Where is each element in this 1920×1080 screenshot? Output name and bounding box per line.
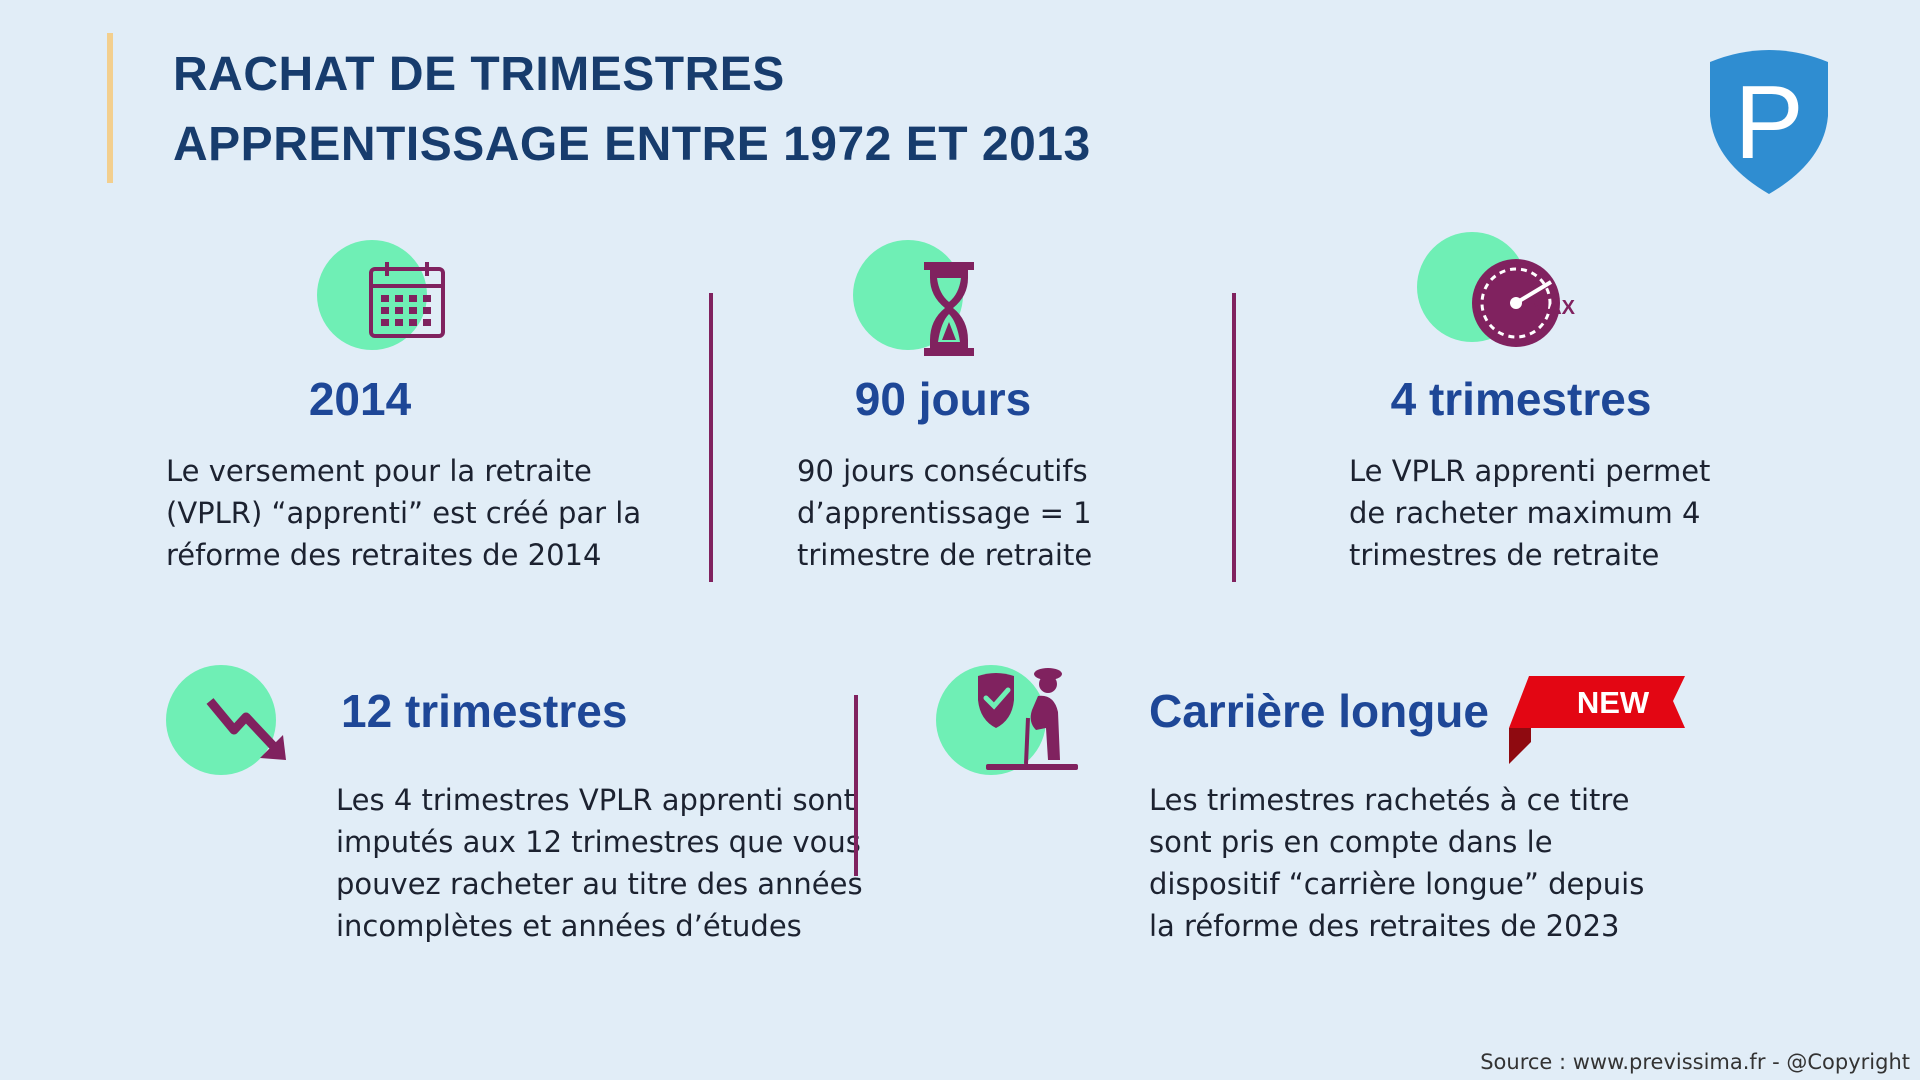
card-heading-90-jours: 90 jours: [854, 373, 1032, 425]
down-trend-arrow-icon: [166, 664, 286, 784]
hourglass-icon: [852, 238, 974, 358]
speedometer-max-icon: MAX: [1415, 230, 1576, 350]
divider-line: [1232, 293, 1236, 582]
card-heading-4-trimestres: 4 trimestres: [1390, 373, 1652, 425]
divider-line: [854, 695, 858, 876]
logo-letter: P: [1734, 65, 1803, 181]
title-line-1: RACHAT DE TRIMESTRES: [173, 48, 785, 101]
description-line: Les trimestres rachetés à ce titre: [1149, 783, 1630, 817]
description-line: pouvez racheter au titre des années: [336, 867, 863, 901]
card-heading-carriere-longue: Carrière longue: [1149, 685, 1489, 737]
source-credit: Source : www.previssima.fr - @Copyright: [1480, 1050, 1910, 1074]
new-badge: NEW: [1509, 676, 1687, 766]
description-line: de racheter maximum 4: [1349, 496, 1701, 530]
brand-logo: P: [1702, 44, 1836, 196]
card-description-4-trimestres: Le VPLR apprenti permet de racheter maxi…: [1349, 450, 1710, 576]
description-line: Le VPLR apprenti permet: [1349, 454, 1711, 488]
description-line: (VPLR) “apprenti” est créé par la: [166, 496, 642, 530]
description-line: trimestre de retraite: [797, 538, 1093, 572]
card-heading-12-trimestres: 12 trimestres: [341, 685, 628, 737]
page-title: RACHAT DE TRIMESTRES APPRENTISSAGE ENTRE…: [173, 40, 1091, 180]
shield-p-logo-icon: P: [1710, 50, 1828, 194]
description-line: réforme des retraites de 2014: [166, 538, 602, 572]
card-heading-2014: 2014: [308, 373, 412, 425]
description-line: incomplètes et années d’études: [336, 909, 802, 943]
description-line: imputés aux 12 trimestres que vous: [336, 825, 861, 859]
description-line: sont pris en compte dans le: [1149, 825, 1553, 859]
card-description-90-jours: 90 jours consécutifs d’apprentissage = 1…: [797, 450, 1092, 576]
description-line: 90 jours consécutifs: [797, 454, 1088, 488]
calendar-icon: [315, 236, 445, 356]
new-badge-label: NEW: [1577, 685, 1650, 720]
title-line-2: APPRENTISSAGE ENTRE 1972 ET 2013: [173, 118, 1091, 171]
card-description-2014: Le versement pour la retraite (VPLR) “ap…: [166, 450, 641, 576]
description-line: Les 4 trimestres VPLR apprenti sont: [336, 783, 856, 817]
description-line: d’apprentissage = 1: [797, 496, 1092, 530]
description-line: dispositif “carrière longue” depuis: [1149, 867, 1645, 901]
description-line: trimestres de retraite: [1349, 538, 1660, 572]
card-description-carriere-longue: Les trimestres rachetés à ce titre sont …: [1149, 779, 1644, 947]
description-line: Le versement pour la retraite: [166, 454, 592, 488]
divider-line: [709, 293, 713, 582]
max-label: MAX: [1531, 297, 1576, 319]
card-description-12-trimestres: Les 4 trimestres VPLR apprenti sont impu…: [336, 779, 863, 947]
title-accent-bar: [107, 33, 113, 183]
elderly-shield-check-icon: [936, 664, 1078, 784]
description-line: la réforme des retraites de 2023: [1149, 909, 1620, 943]
